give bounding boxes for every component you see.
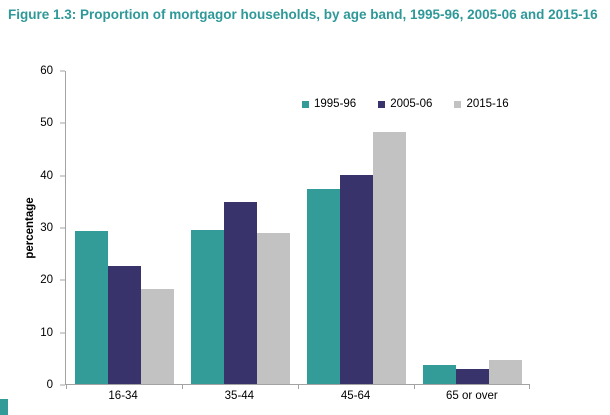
x-tick-mark — [414, 385, 415, 389]
bar-1995-96-65 or over — [422, 365, 456, 384]
bar-1995-96-45-64 — [306, 188, 340, 384]
legend-swatch-2005-06 — [378, 100, 386, 108]
bar-2015-16-35-44 — [256, 232, 290, 384]
bar-2005-06-16-34 — [107, 266, 141, 384]
x-tick-mark — [298, 385, 299, 389]
y-tick-mark — [60, 122, 65, 124]
bar-2005-06-45-64 — [339, 174, 373, 384]
bar-1995-96-16-34 — [74, 230, 108, 384]
y-tick-label: 20 — [40, 274, 53, 287]
legend-label-2005-06: 2005-06 — [390, 98, 433, 110]
legend-swatch-1995-96 — [302, 100, 309, 108]
bar-group-45-64 — [298, 71, 414, 384]
y-tick-mark — [60, 175, 65, 177]
y-tick-label: 0 — [46, 379, 53, 391]
x-tick-mark — [182, 385, 183, 389]
y-tick-mark — [60, 70, 65, 72]
legend-label-1995-96: 1995-96 — [314, 98, 357, 110]
x-category-label-35-44: 35-44 — [224, 390, 255, 402]
x-tick-mark — [529, 385, 530, 389]
y-axis: 0 10 20 30 40 50 60 — [0, 65, 65, 391]
y-tick-mark — [60, 227, 65, 229]
y-tick-label: 60 — [40, 65, 53, 77]
legend-item-2015-16: 2015-16 — [454, 98, 509, 110]
figure-title: Figure 1.3: Proportion of mortgagor hous… — [8, 7, 598, 22]
bar-group-65 or over — [414, 71, 530, 384]
bar-2005-06-65 or over — [455, 368, 489, 384]
bar-group-16-34 — [66, 71, 182, 384]
y-tick-mark — [60, 384, 65, 386]
y-tick-label: 30 — [40, 222, 53, 234]
y-tick-mark — [60, 279, 65, 281]
y-tick-label: 40 — [40, 169, 53, 182]
y-tick-label: 50 — [40, 117, 53, 130]
bar-2015-16-65 or over — [488, 360, 522, 384]
bar-2005-06-35-44 — [223, 202, 257, 384]
chart-legend: 1995-96 2005-06 2015-16 — [302, 98, 509, 110]
y-axis-label: percentage — [24, 197, 36, 259]
x-tick-mark — [66, 385, 67, 389]
bar-group-35-44 — [182, 71, 298, 384]
bar-2015-16-45-64 — [372, 132, 406, 384]
bar-2015-16-16-34 — [140, 288, 174, 384]
x-axis-category-labels: 16-34 35-44 45-64 65 or over — [65, 390, 530, 402]
x-category-label-65 or over: 65 or over — [445, 390, 498, 402]
bar-chart-plot-area — [65, 71, 530, 389]
y-tick-label: 10 — [40, 326, 53, 339]
legend-swatch-2015-16 — [454, 100, 462, 108]
y-tick-mark — [60, 332, 65, 334]
bar-1995-96-35-44 — [190, 229, 224, 384]
legend-item-2005-06: 2005-06 — [378, 98, 432, 110]
page-corner-accent-mark — [0, 399, 8, 415]
legend-label-2015-16: 2015-16 — [466, 98, 509, 110]
x-category-label-45-64: 45-64 — [340, 390, 371, 402]
x-category-label-16-34: 16-34 — [108, 390, 138, 402]
legend-item-1995-96: 1995-96 — [302, 98, 356, 110]
